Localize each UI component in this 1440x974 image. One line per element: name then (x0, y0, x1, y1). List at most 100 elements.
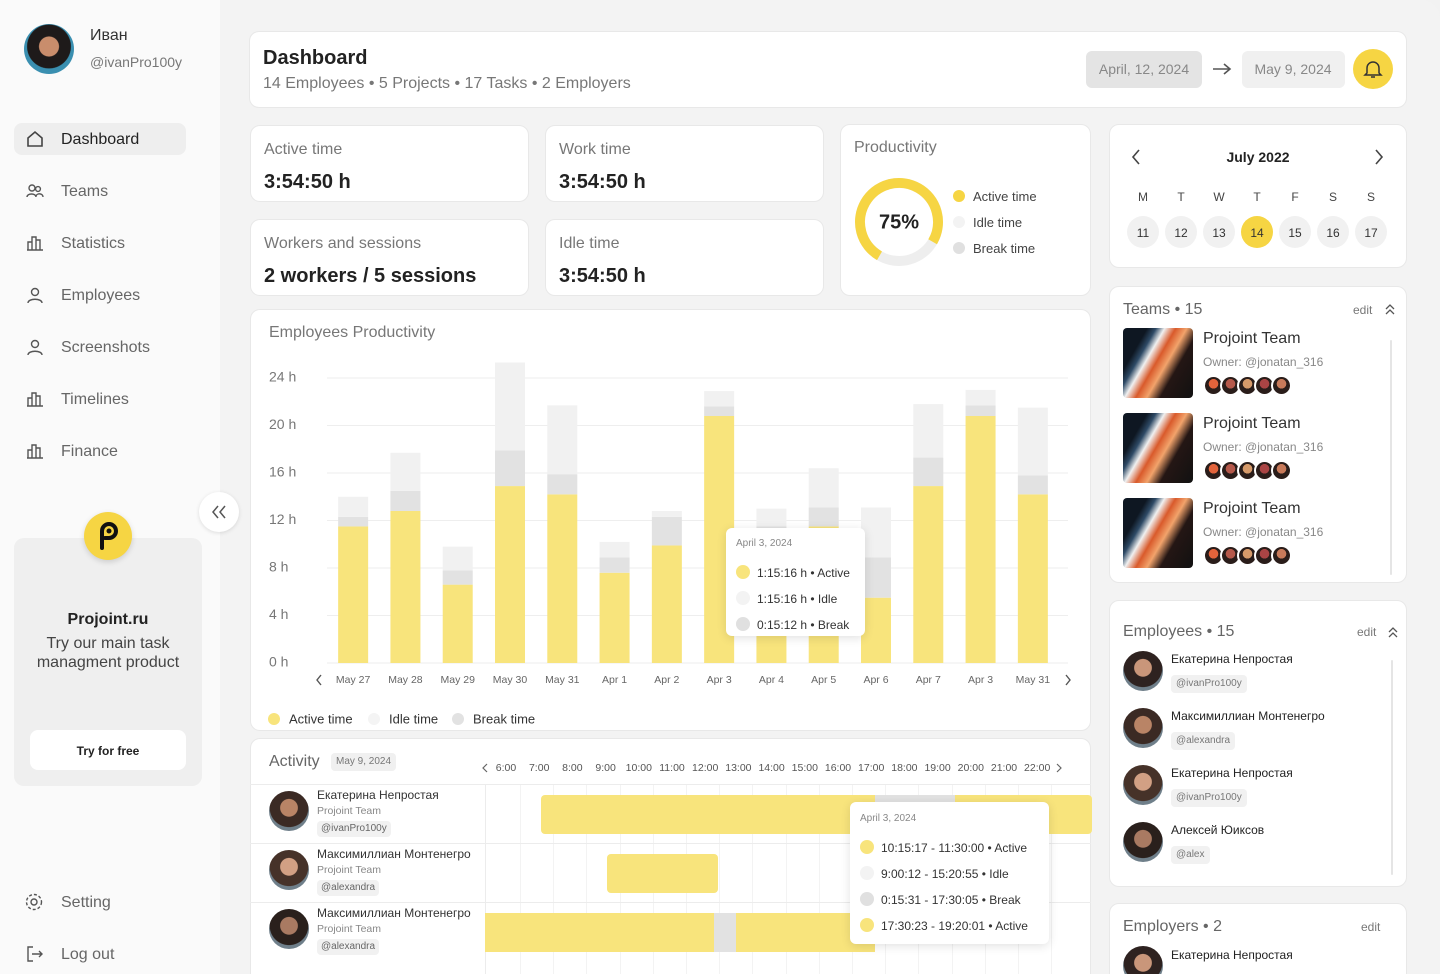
employees-edit[interactable]: edit (1357, 624, 1377, 639)
hour-label: 15:00 (791, 762, 818, 775)
icon-part (25, 893, 43, 911)
bar-segment (1017, 475, 1048, 495)
icon-part (27, 236, 43, 251)
avatar (1123, 822, 1163, 862)
bar-segment (861, 557, 891, 598)
promo-button[interactable] (30, 730, 186, 770)
bar-segment (965, 405, 996, 416)
nav-setting[interactable]: Setting (61, 894, 111, 912)
team-name: Projoint Team (1203, 415, 1301, 433)
donut-label: 75% (879, 211, 919, 233)
bar-segment (808, 468, 839, 508)
day[interactable]: 13 (1212, 225, 1226, 240)
icon-part (100, 522, 118, 550)
day-circle[interactable] (1355, 216, 1387, 248)
productivity-donut: 75% (855, 178, 943, 266)
day[interactable]: 12 (1174, 225, 1188, 240)
icon-part (1388, 627, 1398, 638)
bar-segment (756, 508, 787, 527)
team-owner: Owner: @jonatan_316 (1203, 439, 1324, 454)
nav-item[interactable]: Screenshots (61, 339, 150, 357)
day-circle[interactable] (1203, 216, 1235, 248)
avatar (1123, 765, 1163, 805)
header-card (249, 31, 1407, 108)
day-circle[interactable] (1279, 216, 1311, 248)
bar-segment (913, 457, 944, 487)
nav-item[interactable]: Finance (61, 443, 118, 461)
bar-segment (861, 597, 891, 663)
collapse-button[interactable] (199, 492, 239, 532)
icon-part (212, 505, 226, 519)
stat-value: 3:54:50 h (559, 264, 646, 287)
hour-label: 7:00 (528, 762, 550, 775)
nav-item[interactable]: Dashboard (61, 131, 140, 149)
bar-segment (442, 570, 473, 585)
timeline-bar (714, 913, 736, 952)
hour-label: 11:00 (659, 762, 685, 775)
bar-segment (861, 507, 891, 558)
bell-button[interactable] (1353, 49, 1393, 89)
stat-card (250, 219, 529, 296)
day-circle[interactable] (1127, 216, 1159, 248)
date-from-pill[interactable] (1086, 51, 1202, 88)
avatar (269, 909, 309, 949)
hour-grid (586, 785, 588, 974)
donut-arc (855, 178, 943, 266)
x-tick-label: Apr 4 (759, 674, 784, 686)
employers-edit[interactable]: edit (1361, 919, 1381, 934)
bar-segment (338, 516, 369, 527)
activity-prev (482, 763, 488, 773)
teams-title: Teams • 15 (1123, 301, 1203, 319)
tooltip-dot (736, 565, 750, 579)
activity-date[interactable]: May 9, 2024 (331, 753, 397, 771)
x-tick-label: Apr 6 (863, 674, 888, 686)
hour-grid (553, 785, 555, 974)
stat-card (250, 125, 529, 202)
nav-item[interactable]: Statistics (61, 235, 126, 253)
nav-item[interactable]: Employees (61, 287, 141, 305)
icon-part (27, 392, 43, 407)
employee-handle: @ivanPro100y (1171, 789, 1247, 807)
calendar-month: July 2022 (1226, 149, 1290, 166)
icon-part (27, 444, 43, 459)
employees-title: Employees • 15 (1123, 623, 1235, 641)
day[interactable]: 11 (1136, 225, 1150, 240)
tooltip-dot (860, 892, 874, 906)
employee-name: Екатерина Непростая (1171, 765, 1293, 780)
chart-tooltip (726, 528, 865, 636)
x-tick-label: May 29 (440, 674, 475, 686)
date-to[interactable]: May 9, 2024 (1254, 61, 1332, 78)
nav-logout[interactable]: Log out (61, 946, 115, 964)
bar-segment (390, 511, 421, 663)
promo-button-label[interactable]: Try for free (76, 743, 140, 758)
hour-label: 22:00 (1024, 762, 1051, 775)
teams-edit[interactable]: edit (1353, 302, 1373, 317)
nav-item[interactable]: Teams (61, 183, 109, 201)
chart-next (1065, 674, 1071, 686)
day-circle[interactable] (1317, 216, 1349, 248)
nav-icon (27, 392, 43, 407)
row-name: Максимиллиан Монтенегро (317, 846, 471, 861)
bar-segment (913, 404, 944, 458)
icon-part (27, 946, 43, 962)
day-circle[interactable] (1241, 216, 1273, 248)
icon-part (106, 528, 112, 534)
day-circle[interactable] (1165, 216, 1197, 248)
teams-collapse (1385, 304, 1395, 315)
avatar (1123, 946, 1163, 974)
activity-tooltip (850, 802, 1049, 944)
day[interactable]: 16 (1326, 225, 1340, 240)
user-avatar (24, 24, 74, 74)
team-owner: Owner: @jonatan_316 (1203, 524, 1324, 539)
day[interactable]: 14 (1250, 225, 1264, 240)
date-from[interactable]: April, 12, 2024 (1098, 61, 1190, 78)
date-to-pill[interactable] (1242, 51, 1345, 88)
employers-title: Employers • 2 (1123, 918, 1222, 936)
avatar (1123, 651, 1163, 691)
hour-label: 10:00 (625, 762, 652, 775)
row-divider (250, 902, 1091, 903)
bar-segment (1017, 494, 1048, 663)
day[interactable]: 15 (1288, 225, 1302, 240)
nav-item[interactable]: Timelines (61, 391, 129, 409)
day[interactable]: 17 (1364, 225, 1378, 240)
